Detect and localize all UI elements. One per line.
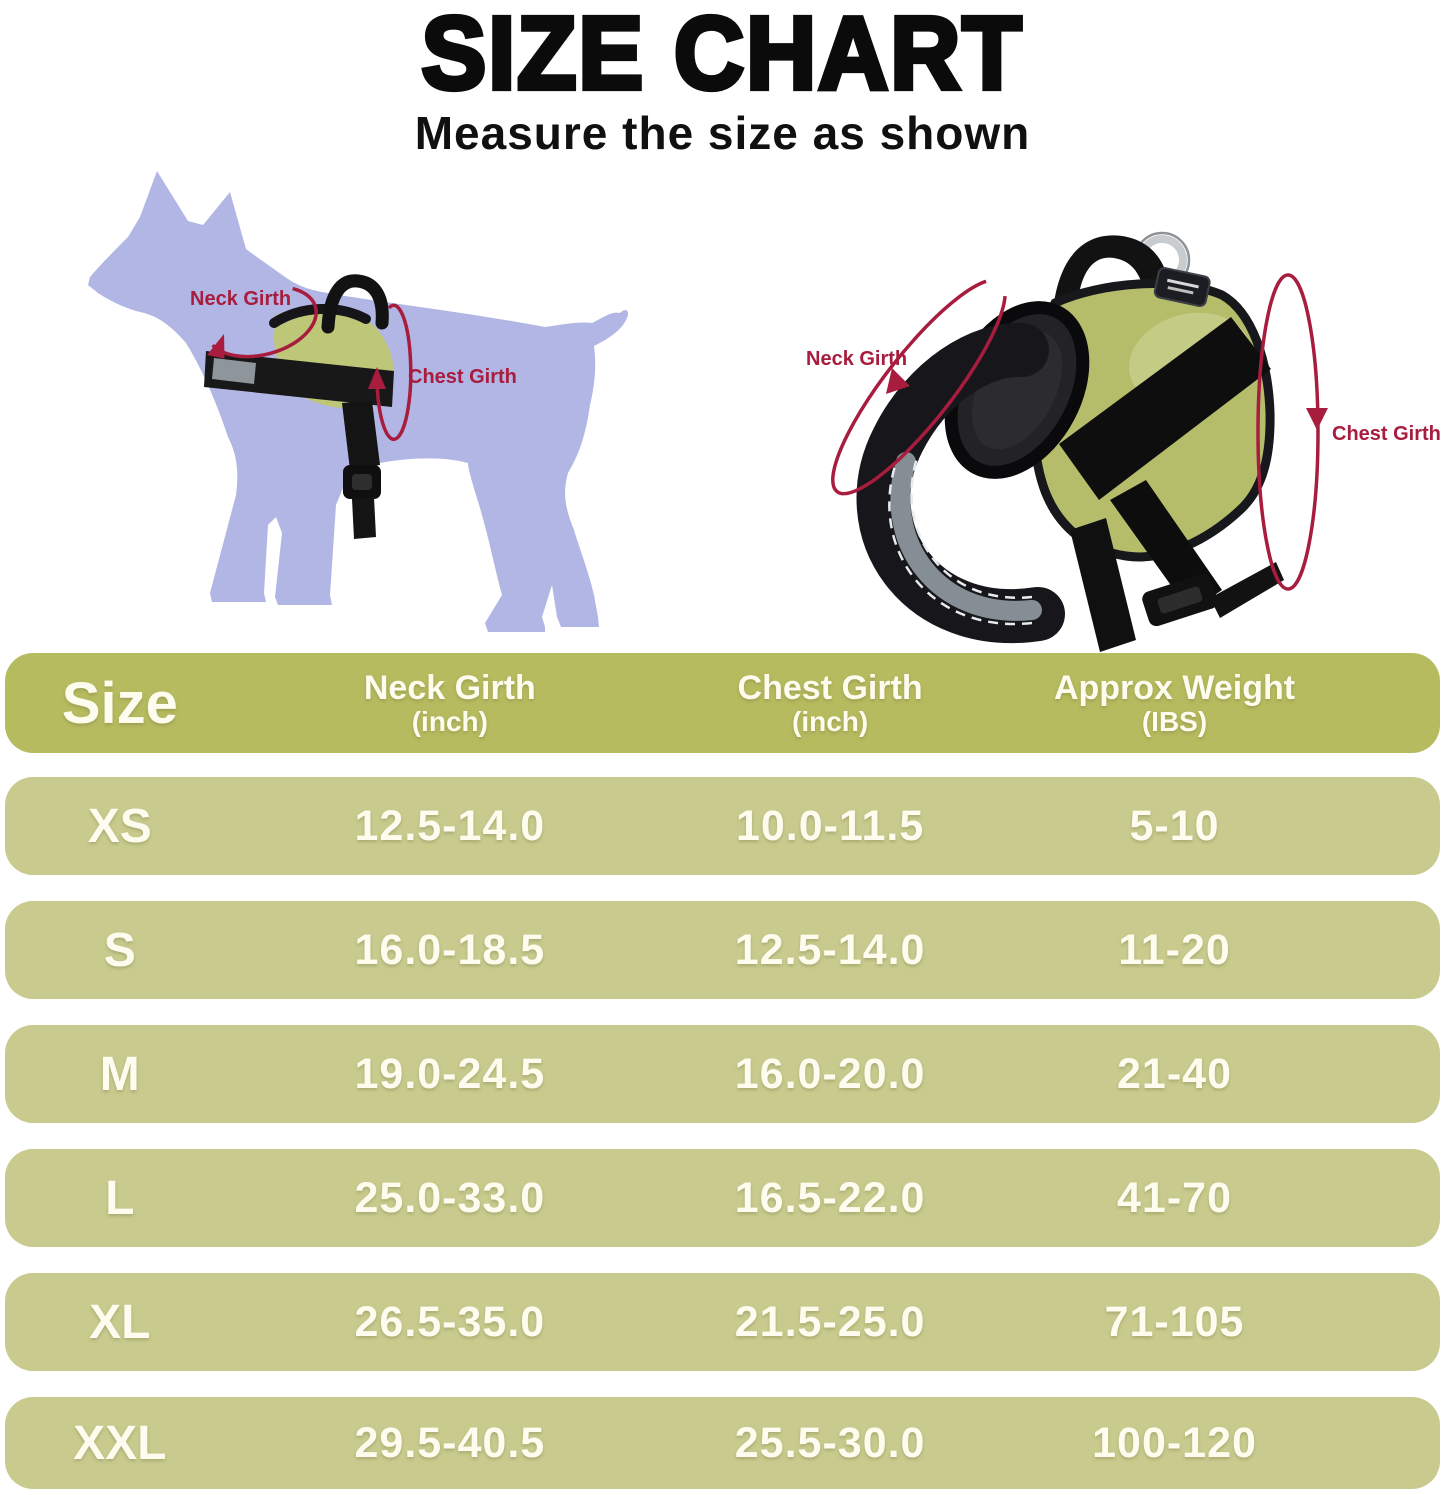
- dog-harness-handle: [321, 274, 389, 334]
- dog-harness-buckle-hole: [352, 474, 372, 490]
- chest-cell: 21.5-25.0: [734, 1297, 926, 1346]
- neck-cell: 19.0-24.5: [354, 1049, 546, 1098]
- adjuster-buckle: [1142, 573, 1218, 627]
- table-row-m: M 19.0-24.5 16.0-20.0 21-40: [5, 1025, 1440, 1123]
- velcro-band: [1059, 317, 1271, 500]
- neck-cell: 12.5-14.0: [354, 801, 546, 850]
- chest-cell: 16.0-20.0: [734, 1049, 926, 1098]
- weight-cell: 11-20: [1118, 925, 1231, 974]
- harness-chest-girth-label: Chest Girth: [1332, 423, 1441, 445]
- chest-cell: 25.5-30.0: [734, 1418, 926, 1467]
- table-row-xs: XS 12.5-14.0 10.0-11.5 5-10: [5, 777, 1440, 875]
- page-title: SIZE CHART: [419, 0, 1024, 113]
- dog-silhouette-illustration: Neck Girth Chest Girth: [88, 171, 629, 632]
- buckle-tail-strap: [1210, 562, 1284, 618]
- dog-harness-strap-end: [352, 497, 376, 539]
- harness-neck-girth-label: Neck Girth: [806, 348, 907, 370]
- harness-chest-girth-arrow: [1306, 408, 1328, 430]
- col-header-chest-girth: Chest Girth (inch): [737, 669, 923, 737]
- dog-chest-girth-label: Chest Girth: [408, 366, 517, 388]
- size-cell: L: [105, 1171, 135, 1225]
- neck-cell: 16.0-18.5: [354, 925, 546, 974]
- dog-harness-girth-strap: [342, 401, 380, 470]
- weight-cell: 41-70: [1117, 1173, 1232, 1222]
- page-subtitle: Measure the size as shown: [414, 107, 1031, 159]
- dog-chest-girth-arc: [368, 303, 413, 442]
- chest-cell: 10.0-11.5: [735, 801, 925, 850]
- table-row-s: S 16.0-18.5 12.5-14.0 11-20: [5, 901, 1440, 999]
- chest-cell: 16.5-22.0: [734, 1173, 926, 1222]
- size-cell: XXL: [73, 1416, 167, 1470]
- harness-product-illustration: Neck Girth Chest Girth: [806, 231, 1441, 652]
- table-row-xxl: XXL 29.5-40.5 25.5-30.0 100-120: [5, 1397, 1440, 1489]
- size-cell: XL: [89, 1295, 151, 1349]
- table-header-row: Size Neck Girth (inch) Chest Girth (inch…: [5, 653, 1440, 753]
- col-header-approx-weight: Approx Weight (IBS): [1053, 669, 1296, 737]
- harness-chest-girth-ellipse: [1256, 273, 1320, 591]
- table-row-xl: XL 26.5-35.0 21.5-25.0 71-105: [5, 1273, 1440, 1371]
- dog-harness-reflective-patch: [212, 358, 256, 384]
- reflective-stitching-bottom: [888, 465, 1033, 626]
- size-cell: S: [103, 923, 136, 977]
- neck-cell: 29.5-40.5: [354, 1418, 546, 1467]
- harness-neck-girth-ellipse: [831, 279, 1007, 496]
- weight-cell: 5-10: [1129, 801, 1220, 850]
- dog-neck-girth-label: Neck Girth: [190, 288, 291, 310]
- chest-cell: 12.5-14.0: [734, 925, 926, 974]
- front-girth-strap: [1070, 518, 1136, 652]
- weight-cell: 100-120: [1092, 1418, 1257, 1467]
- neck-cell: 25.0-33.0: [354, 1173, 546, 1222]
- col-header-neck-girth: Neck Girth (inch): [363, 669, 536, 737]
- col-header-size: Size: [61, 670, 178, 736]
- harness-neck-girth-arrow: [886, 368, 910, 394]
- dog-neck-girth-arc: [206, 286, 318, 359]
- weight-cell: 21-40: [1117, 1049, 1232, 1098]
- size-cell: M: [99, 1047, 140, 1101]
- neck-cell: 26.5-35.0: [354, 1297, 546, 1346]
- weight-cell: 71-105: [1104, 1297, 1245, 1346]
- size-cell: XS: [87, 799, 152, 853]
- dog-harness-trim: [269, 303, 371, 328]
- table-row-l: L 25.0-33.0 16.5-22.0 41-70: [5, 1149, 1440, 1247]
- harness-handle: [1052, 235, 1173, 332]
- reflective-stripe: [890, 452, 1042, 621]
- size-table: Size Neck Girth (inch) Chest Girth (inch…: [0, 653, 1445, 1489]
- reflective-stitching-top: [910, 457, 1033, 600]
- brand-badge: [1153, 267, 1211, 307]
